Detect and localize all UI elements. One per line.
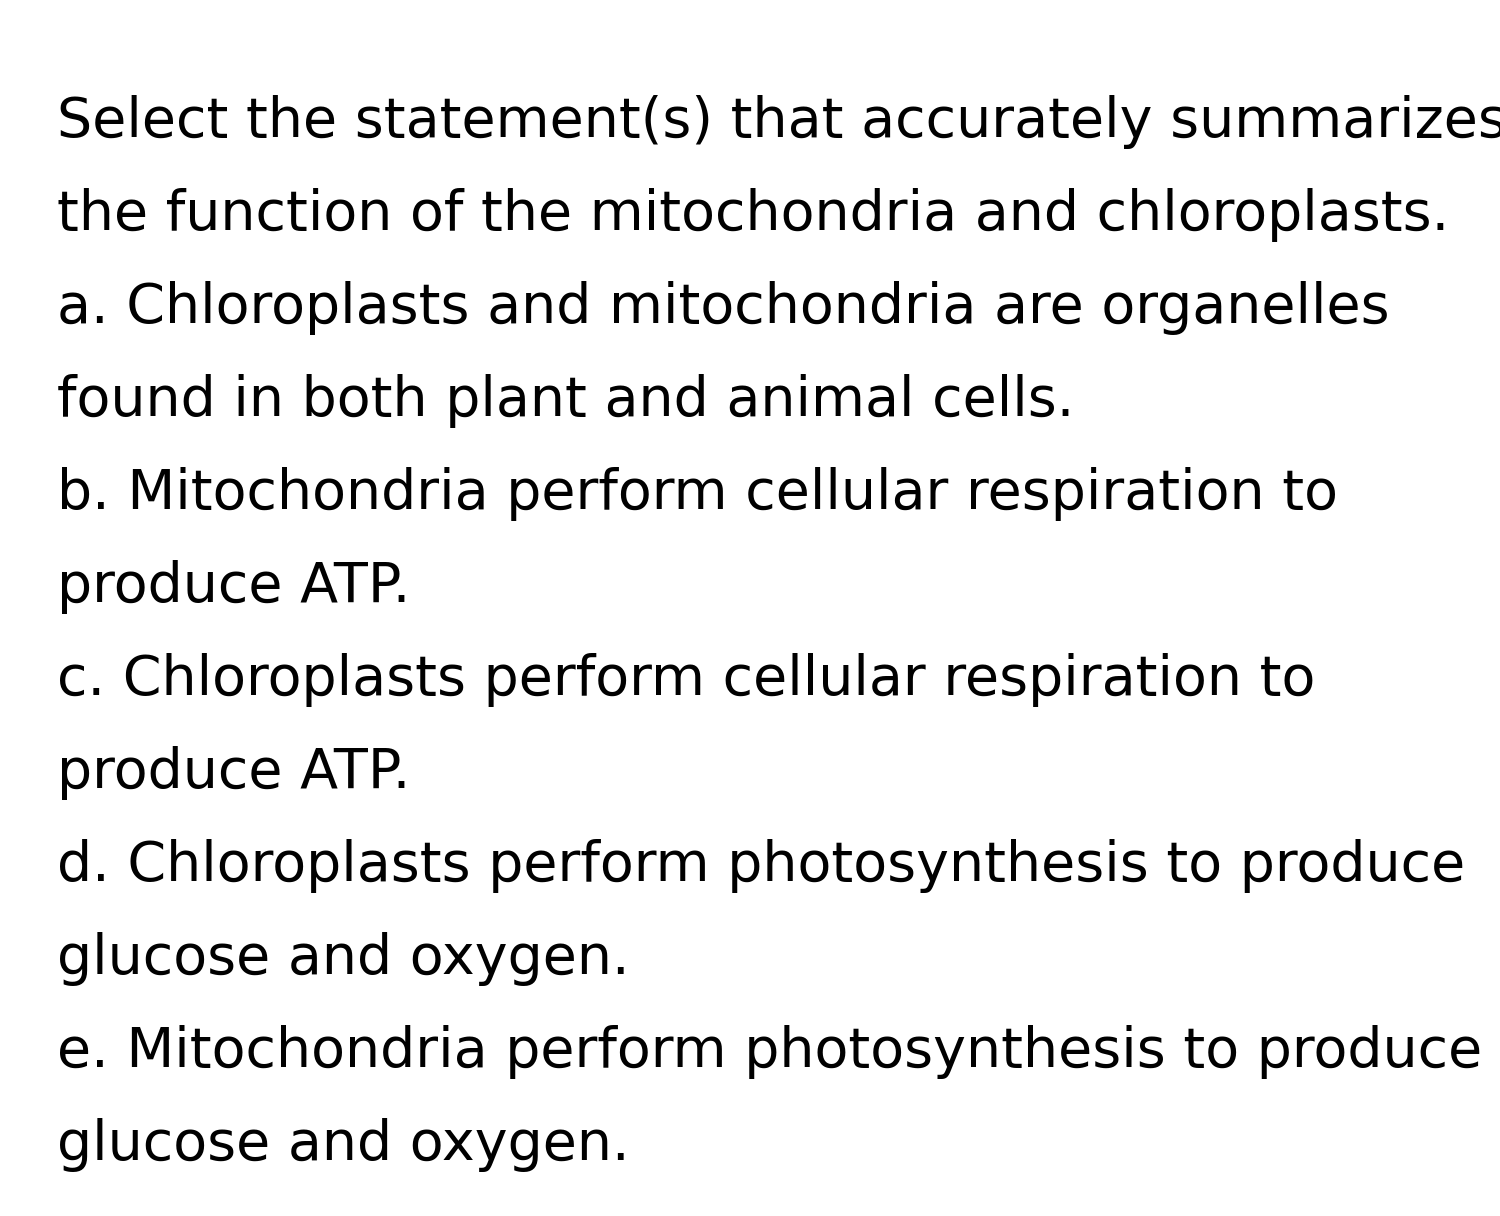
Text: d. Chloroplasts perform photosynthesis to produce: d. Chloroplasts perform photosynthesis t…	[57, 839, 1466, 893]
Text: Select the statement(s) that accurately summarizes: Select the statement(s) that accurately …	[57, 95, 1500, 150]
Text: produce ATP.: produce ATP.	[57, 745, 411, 800]
Text: b. Mitochondria perform cellular respiration to: b. Mitochondria perform cellular respira…	[57, 467, 1338, 520]
Text: c. Chloroplasts perform cellular respiration to: c. Chloroplasts perform cellular respira…	[57, 653, 1316, 706]
Text: glucose and oxygen.: glucose and oxygen.	[57, 1118, 630, 1172]
Text: a. Chloroplasts and mitochondria are organelles: a. Chloroplasts and mitochondria are org…	[57, 281, 1389, 334]
Text: e. Mitochondria perform photosynthesis to produce: e. Mitochondria perform photosynthesis t…	[57, 1025, 1482, 1079]
Text: the function of the mitochondria and chloroplasts.: the function of the mitochondria and chl…	[57, 188, 1449, 242]
Text: found in both plant and animal cells.: found in both plant and animal cells.	[57, 375, 1074, 428]
Text: produce ATP.: produce ATP.	[57, 561, 411, 614]
Text: glucose and oxygen.: glucose and oxygen.	[57, 931, 630, 986]
